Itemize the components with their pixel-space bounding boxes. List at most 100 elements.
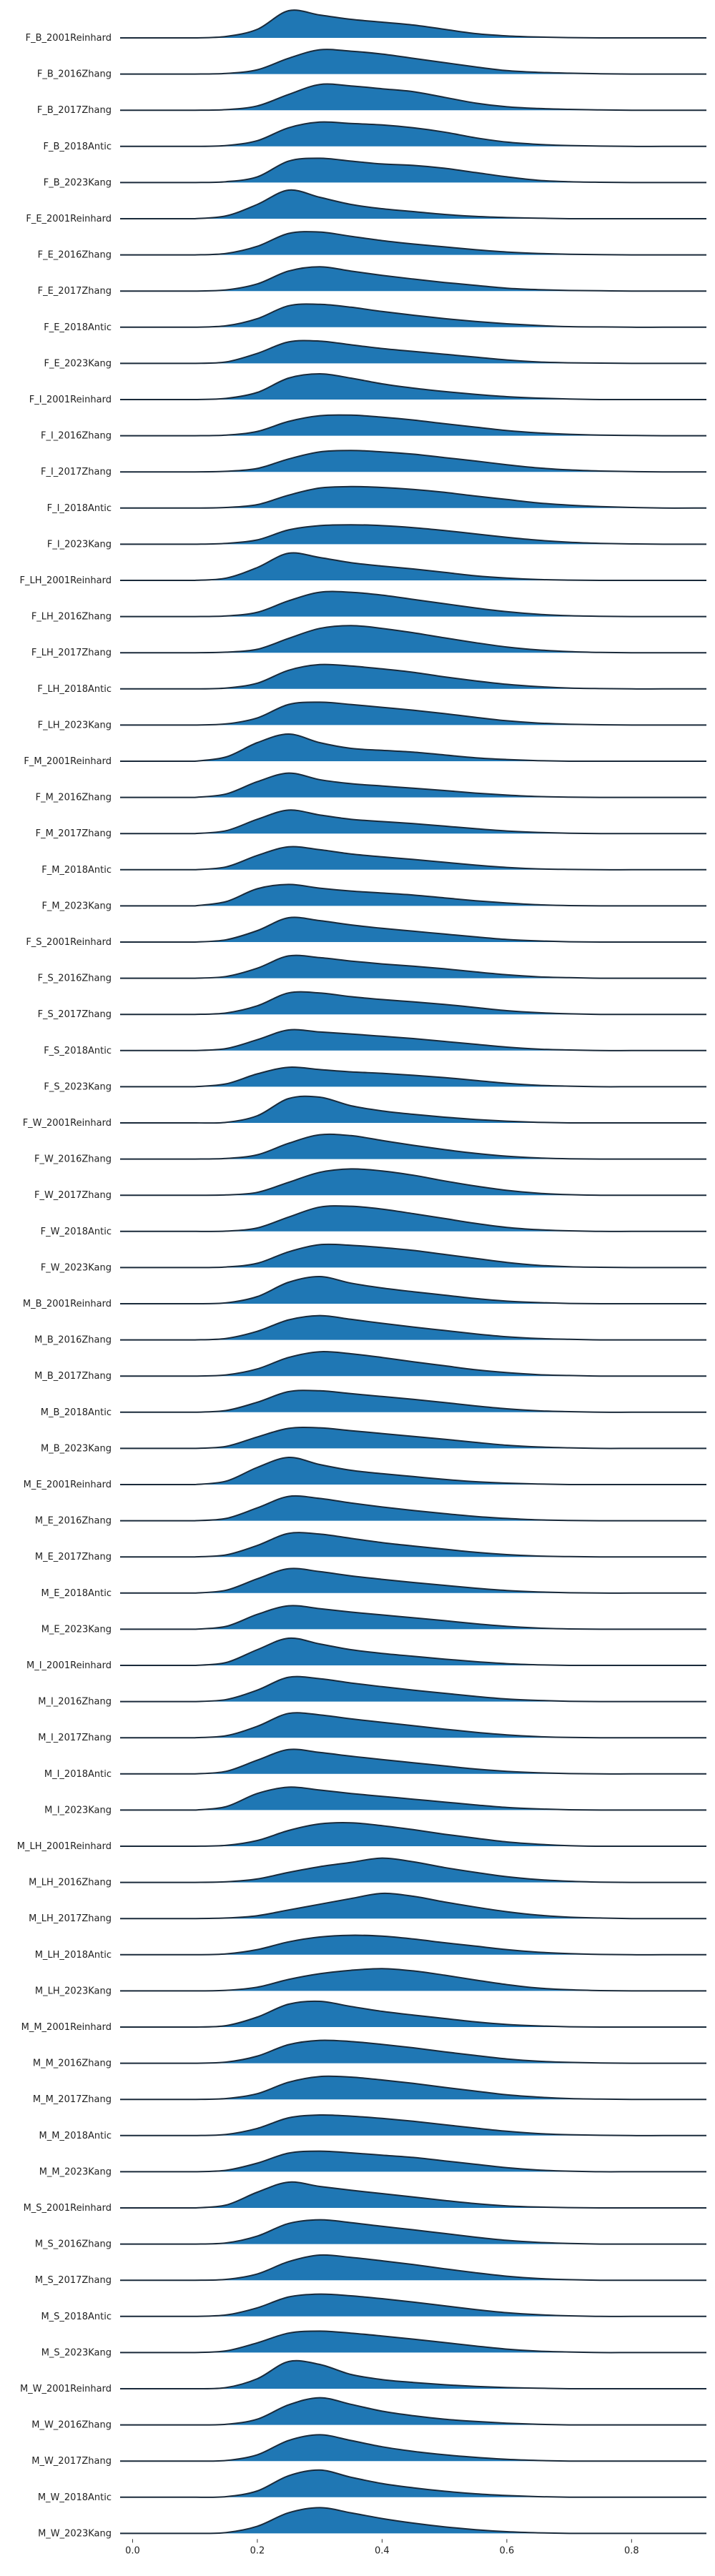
ridge-area — [120, 415, 706, 436]
ridges-group: F_B_2001Reinhard F_B_2016Zhang F_B_2017Zha… — [17, 9, 706, 2539]
ridge-M_W_2017Zhang: M_W_2017Zhang — [31, 2434, 706, 2467]
ridge-label: F_S_2017Zhang — [38, 1009, 112, 1020]
ridge-F_B_2001Reinhard: F_B_2001Reinhard — [26, 9, 706, 44]
ridge-label: F_I_2017Zhang — [41, 467, 112, 477]
ridge-label: M_M_2018Antic — [39, 2131, 112, 2141]
ridge-area — [120, 158, 706, 183]
ridge-outline — [120, 663, 706, 690]
ridge-outline — [120, 2000, 706, 2028]
ridge-label: F_E_2001Reinhard — [26, 214, 112, 224]
ridge-outline — [120, 372, 706, 401]
ridge-label: F_I_2001Reinhard — [29, 395, 112, 405]
ridge-label: M_E_2001Reinhard — [24, 1480, 112, 1490]
ridge-F_B_2023Kang: F_B_2023Kang — [44, 157, 706, 188]
ridge-label: M_E_2017Zhang — [35, 1552, 112, 1562]
ridge-outline — [120, 1168, 706, 1197]
ridge-outline — [120, 1133, 706, 1160]
ridge-area — [120, 1096, 706, 1124]
ridge-area — [120, 664, 706, 689]
ridge-area — [120, 1067, 706, 1087]
ridge-outline — [120, 954, 706, 979]
ridge-label: M_M_2023Kang — [39, 2166, 112, 2177]
ridge-outline — [120, 1637, 706, 1667]
ridge-label: F_W_2018Antic — [41, 1227, 112, 1237]
ridge-label: M_B_2018Antic — [41, 1407, 112, 1418]
ridge-outline — [120, 524, 706, 545]
ridge-label: M_LH_2016Zhang — [29, 1878, 112, 1888]
ridge-outline — [120, 1427, 706, 1450]
ridge-F_B_2016Zhang: F_B_2016Zhang — [37, 49, 706, 80]
ridge-outline — [120, 1822, 706, 1848]
ridge-label: M_M_2001Reinhard — [21, 2022, 112, 2033]
ridge-label: F_LH_2016Zhang — [31, 612, 112, 623]
ridge-M_B_2016Zhang: M_B_2016Zhang — [34, 1314, 706, 1346]
ridge-label: M_E_2023Kang — [41, 1624, 112, 1635]
ridge-area — [120, 1244, 706, 1268]
x-axis: 0.0 0.2 0.4 0.6 0.8 — [125, 2539, 639, 2556]
ridge-area — [120, 2001, 706, 2028]
ridge-area — [120, 1858, 706, 1883]
ridge-label: M_LH_2023Kang — [35, 1986, 112, 1996]
ridge-F_E_2018Antic: F_E_2018Antic — [44, 303, 706, 333]
ridge-label: M_M_2017Zhang — [33, 2094, 112, 2105]
ridge-outline — [120, 733, 706, 763]
ridge-M_E_2017Zhang: M_E_2017Zhang — [35, 1532, 706, 1562]
ridge-area — [120, 525, 706, 545]
ridge-F_M_2016Zhang: F_M_2016Zhang — [36, 772, 706, 803]
ridge-M_M_2016Zhang: M_M_2016Zhang — [33, 2039, 706, 2069]
ridge-area — [120, 1315, 706, 1340]
ridge-outline — [120, 846, 706, 871]
ridge-label: M_W_2018Antic — [38, 2492, 112, 2503]
ridge-area — [120, 1029, 706, 1051]
ridge-F_E_2001Reinhard: F_E_2001Reinhard — [26, 189, 706, 224]
ridge-outline — [120, 1066, 706, 1088]
ridge-label: M_I_2018Antic — [44, 1769, 112, 1780]
ridge-label: F_M_2023Kang — [41, 901, 112, 911]
ridge-F_W_2018Antic: F_W_2018Antic — [41, 1205, 706, 1237]
ridge-label: F_M_2017Zhang — [36, 828, 112, 839]
ridge-F_M_2018Antic: F_M_2018Antic — [41, 846, 706, 876]
x-tick-label: 0.6 — [500, 2545, 515, 2556]
ridge-label: M_B_2016Zhang — [34, 1335, 112, 1346]
ridge-label: M_W_2023Kang — [38, 2528, 112, 2539]
ridge-M_M_2017Zhang: M_M_2017Zhang — [33, 2075, 706, 2105]
ridge-outline — [120, 1892, 706, 1920]
ridge-M_LH_2023Kang: M_LH_2023Kang — [35, 1968, 706, 1996]
ridge-F_LH_2001Reinhard: F_LH_2001Reinhard — [20, 552, 706, 586]
ridge-outline — [120, 2397, 706, 2426]
ridge-label: F_B_2016Zhang — [37, 69, 112, 80]
ridge-F_E_2017Zhang: F_E_2017Zhang — [38, 266, 706, 297]
ridge-area — [120, 1427, 706, 1449]
ridge-label: M_S_2018Antic — [41, 2312, 112, 2322]
ridge-M_LH_2018Antic: M_LH_2018Antic — [35, 1934, 706, 1961]
ridge-label: F_E_2018Antic — [44, 322, 112, 333]
ridge-label: M_LH_2001Reinhard — [17, 1841, 112, 1852]
ridge-outline — [120, 552, 706, 582]
ridge-label: M_I_2023Kang — [44, 1805, 112, 1815]
ridge-outline — [120, 916, 706, 943]
ridge-M_S_2001Reinhard: M_S_2001Reinhard — [24, 2181, 706, 2214]
ridge-outline — [120, 121, 706, 147]
ridge-area — [120, 49, 706, 74]
ridge-F_W_2017Zhang: F_W_2017Zhang — [34, 1168, 706, 1201]
ridge-area — [120, 1276, 706, 1304]
ridge-area — [120, 991, 706, 1015]
ridge-F_I_2017Zhang: F_I_2017Zhang — [41, 450, 706, 477]
ridge-label: F_W_2016Zhang — [34, 1154, 112, 1165]
ridge-outline — [120, 231, 706, 256]
ridge-outline — [120, 2507, 706, 2535]
ridge-label: F_M_2001Reinhard — [24, 756, 112, 767]
ridge-area — [120, 2076, 706, 2100]
ridge-outline — [120, 2150, 706, 2173]
ridge-outline — [120, 340, 706, 365]
ridge-outline — [120, 1712, 706, 1739]
ridge-area — [120, 734, 706, 762]
ridge-M_S_2023Kang: M_S_2023Kang — [41, 2330, 706, 2358]
ridge-outline — [120, 303, 706, 328]
ridge-label: F_M_2018Antic — [41, 865, 112, 876]
ridge-outline — [120, 809, 706, 835]
ridge-area — [120, 10, 706, 39]
ridge-F_LH_2018Antic: F_LH_2018Antic — [37, 663, 706, 695]
ridge-label: F_S_2023Kang — [44, 1081, 112, 1092]
x-tick-label: 0.0 — [125, 2545, 140, 2556]
